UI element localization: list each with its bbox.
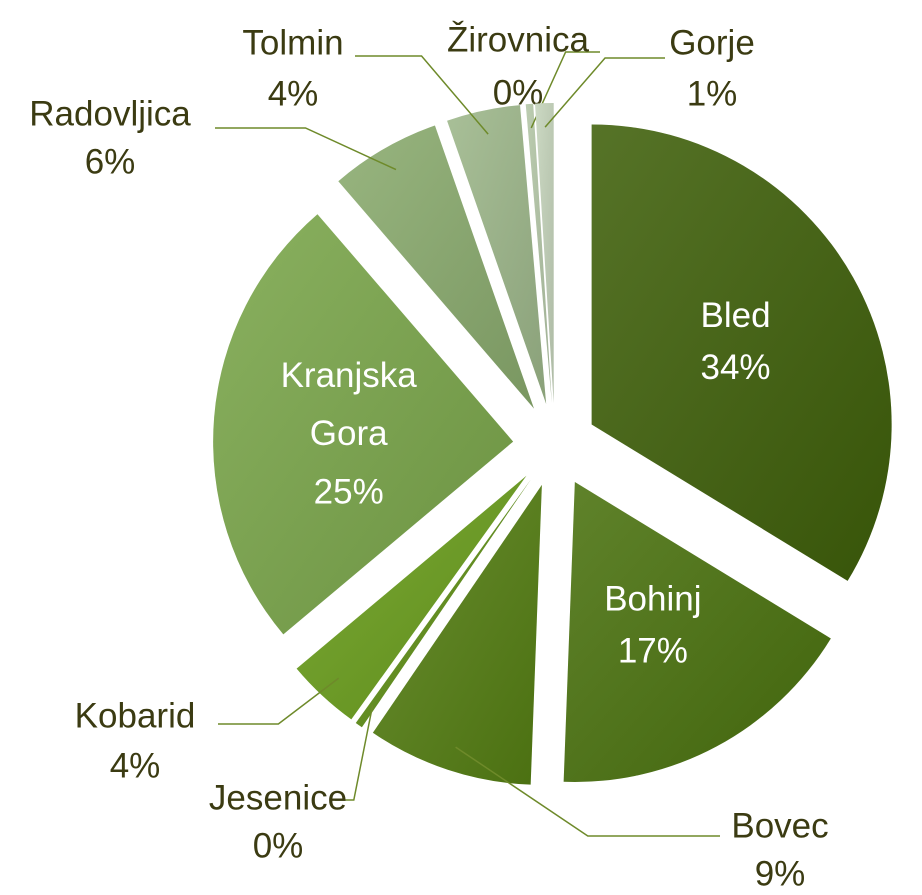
slice-shade [372,484,542,785]
slice-value-label: 25% [314,472,384,511]
slice-shade [525,103,552,404]
leader-line [335,705,374,801]
slice-shade [535,103,554,404]
slice-value-label: 4% [268,74,319,113]
leader-line [530,51,600,129]
slice-value-label: 34% [701,348,771,387]
slice-shade [563,482,831,783]
leader-line [544,57,665,128]
slice-value-label: 4% [110,746,161,785]
slice-label: Jesenice [209,778,347,817]
slice-label: Kobarid [75,696,196,735]
slice-label: Bled [701,296,771,335]
slice-shade [355,479,531,728]
slice-label: Gorje [669,23,755,62]
slice-label: Tolmin [242,23,343,62]
slice-shade [213,214,514,635]
slice-shade [296,475,527,720]
slice-value-label: 9% [755,854,806,893]
leader-line [455,746,720,837]
leader-line [218,677,340,725]
slice-shade [447,105,547,404]
slice-value-label: 17% [618,632,688,671]
leader-line [215,127,397,171]
slice-shade [591,124,892,581]
slice-value-label: 6% [85,142,136,181]
slice-shade [338,125,534,409]
slice-label: Bovec [731,806,828,845]
slice-value-label: 0% [493,73,544,112]
slice-value-label: 1% [687,74,738,113]
slice-label: Bohinj [604,580,701,619]
slice-label: Radovljica [29,94,191,133]
leader-line [355,55,489,135]
slice-label: Žirovnica [447,20,590,59]
slice-label: Kranjska Gora [281,356,418,453]
slice-value-label: 0% [253,826,304,865]
